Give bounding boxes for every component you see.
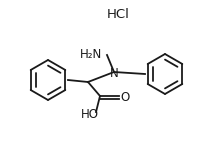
- Text: N: N: [110, 66, 118, 79]
- Text: HCl: HCl: [107, 8, 129, 21]
- Text: O: O: [120, 90, 130, 103]
- Text: HO: HO: [81, 107, 99, 120]
- Text: H₂N: H₂N: [80, 48, 102, 61]
